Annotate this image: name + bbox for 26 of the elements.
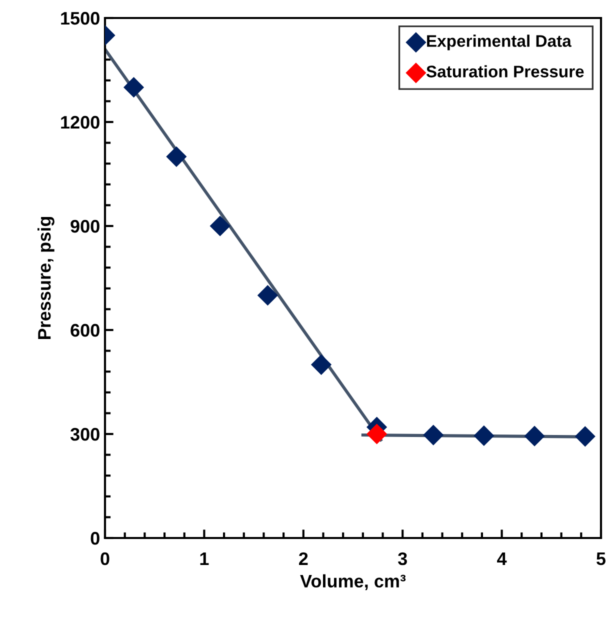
- legend-label: Saturation Pressure: [426, 65, 584, 78]
- point: [366, 424, 388, 444]
- point: [574, 426, 596, 447]
- x-tick-label: 0: [100, 552, 110, 566]
- y-tick-label: 0: [90, 532, 100, 545]
- point: [210, 216, 230, 236]
- point: [310, 354, 332, 375]
- x-tick-label: 1: [200, 552, 209, 565]
- y-axis-title: Pressure, psig: [38, 216, 54, 340]
- y-tick-label: 1500: [61, 12, 100, 25]
- point: [474, 425, 494, 446]
- legend-label: Experimental Data: [427, 34, 572, 50]
- x-tick-label: 2: [299, 552, 308, 565]
- x-tick-label: 4: [497, 552, 507, 565]
- point: [123, 77, 144, 98]
- point: [423, 424, 444, 446]
- y-tick-label: 900: [70, 220, 100, 233]
- y-tick-label: 300: [70, 428, 100, 441]
- x-tick-label: 3: [398, 552, 407, 566]
- x-axis-title: Volume, cm³: [300, 574, 406, 590]
- point: [166, 146, 187, 167]
- point: [257, 285, 278, 306]
- x-tick-label: 5: [596, 552, 606, 566]
- point: [524, 426, 545, 446]
- y-tick-label: 600: [70, 324, 100, 337]
- y-tick-label: 1200: [61, 116, 100, 129]
